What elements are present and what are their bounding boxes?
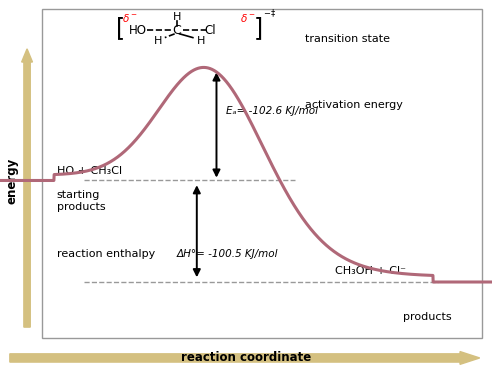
Bar bbox=[42, 9, 482, 338]
Text: products: products bbox=[403, 312, 452, 322]
Text: [: [ bbox=[116, 16, 125, 40]
Text: Eₐ= -102.6 KJ/mol: Eₐ= -102.6 KJ/mol bbox=[226, 106, 318, 115]
Text: starting
products: starting products bbox=[57, 190, 105, 212]
FancyArrow shape bbox=[10, 352, 480, 364]
Text: $^{-‡}$: $^{-‡}$ bbox=[263, 9, 276, 22]
Text: energy: energy bbox=[6, 157, 19, 204]
Text: H: H bbox=[173, 12, 182, 22]
FancyArrow shape bbox=[22, 49, 32, 327]
Text: activation energy: activation energy bbox=[305, 100, 403, 110]
Text: ΔH°= -100.5 KJ/mol: ΔH°= -100.5 KJ/mol bbox=[177, 249, 278, 259]
Text: HO: HO bbox=[128, 24, 147, 36]
Text: $\delta^-$: $\delta^-$ bbox=[122, 12, 138, 24]
Text: $\delta^-$: $\delta^-$ bbox=[240, 12, 255, 24]
Text: HO + CH₃Cl: HO + CH₃Cl bbox=[57, 166, 122, 176]
Text: reaction enthalpy: reaction enthalpy bbox=[57, 249, 155, 259]
Text: transition state: transition state bbox=[305, 35, 390, 44]
Text: reaction coordinate: reaction coordinate bbox=[181, 352, 311, 364]
Text: H: H bbox=[154, 36, 162, 46]
Text: H: H bbox=[197, 36, 205, 46]
Text: ]: ] bbox=[253, 16, 263, 40]
Text: CH₃OH + Cl⁻: CH₃OH + Cl⁻ bbox=[335, 266, 405, 276]
Text: C: C bbox=[173, 24, 182, 36]
Text: Cl: Cl bbox=[204, 24, 216, 36]
